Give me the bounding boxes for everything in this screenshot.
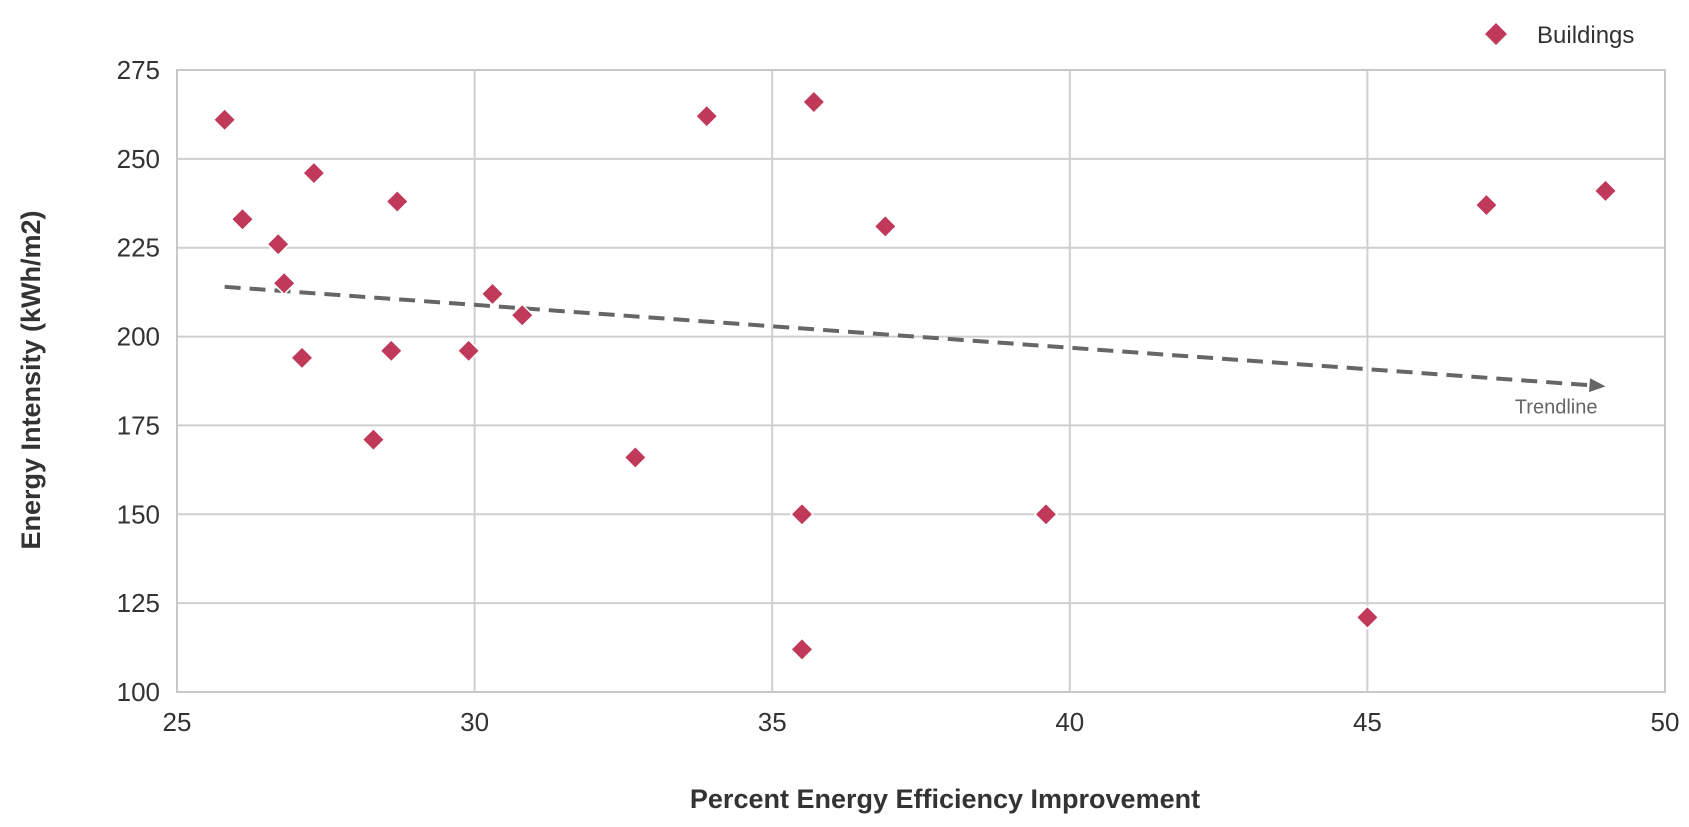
trendline-arrowhead bbox=[1589, 378, 1606, 393]
data-point bbox=[385, 189, 410, 214]
legend-marker-diamond bbox=[1485, 23, 1507, 45]
grid-lines bbox=[176, 69, 1666, 693]
y-tick-label: 275 bbox=[117, 55, 160, 85]
data-point bbox=[789, 502, 815, 527]
x-tick-label: 40 bbox=[1055, 707, 1084, 737]
data-point bbox=[456, 338, 481, 363]
data-point bbox=[510, 303, 535, 328]
data-point bbox=[623, 445, 648, 470]
trendline bbox=[224, 284, 1590, 388]
data-point bbox=[301, 161, 326, 186]
plot-frame bbox=[176, 69, 1666, 693]
y-tick-label: 250 bbox=[117, 144, 160, 174]
data-point bbox=[230, 207, 255, 232]
y-tick-label: 175 bbox=[117, 410, 160, 440]
data-point bbox=[789, 637, 815, 662]
data-point bbox=[272, 271, 297, 296]
x-tick-label: 35 bbox=[758, 707, 787, 737]
data-point bbox=[1593, 178, 1618, 203]
trendline-group bbox=[224, 284, 1606, 393]
data-point bbox=[289, 345, 315, 370]
y-axis-title: Energy Intensity (kWh/m2) bbox=[16, 210, 46, 549]
data-point bbox=[361, 427, 386, 452]
data-point bbox=[1033, 502, 1059, 527]
trendline-label: Trendline bbox=[1515, 396, 1598, 418]
data-point bbox=[480, 281, 505, 306]
plot-area-border bbox=[176, 69, 1666, 693]
y-tick-label: 225 bbox=[117, 233, 160, 263]
data-point bbox=[873, 214, 898, 239]
x-tick-label: 25 bbox=[163, 707, 192, 737]
data-point bbox=[694, 104, 719, 129]
data-point bbox=[801, 89, 826, 115]
data-point bbox=[212, 107, 237, 132]
legend: Buildings bbox=[1485, 22, 1634, 49]
data-point bbox=[379, 338, 404, 363]
x-tick-label: 45 bbox=[1353, 707, 1382, 737]
y-tick-label: 200 bbox=[117, 322, 160, 352]
legend-label: Buildings bbox=[1537, 22, 1634, 49]
x-axis-title: Percent Energy Efficiency Improvement bbox=[690, 784, 1200, 814]
data-point bbox=[1355, 605, 1380, 630]
tick-labels: 25 30 35 40 45 50 275 250 225 200 175 150 125 100 bbox=[117, 55, 1680, 737]
y-tick-label: 150 bbox=[117, 499, 160, 529]
x-tick-label: 50 bbox=[1651, 707, 1680, 737]
data-point bbox=[266, 232, 291, 257]
x-tick-label: 30 bbox=[460, 707, 489, 737]
data-point bbox=[1474, 193, 1499, 218]
data-points bbox=[212, 89, 1618, 662]
y-tick-label: 125 bbox=[117, 588, 160, 618]
y-tick-label: 100 bbox=[117, 677, 160, 707]
